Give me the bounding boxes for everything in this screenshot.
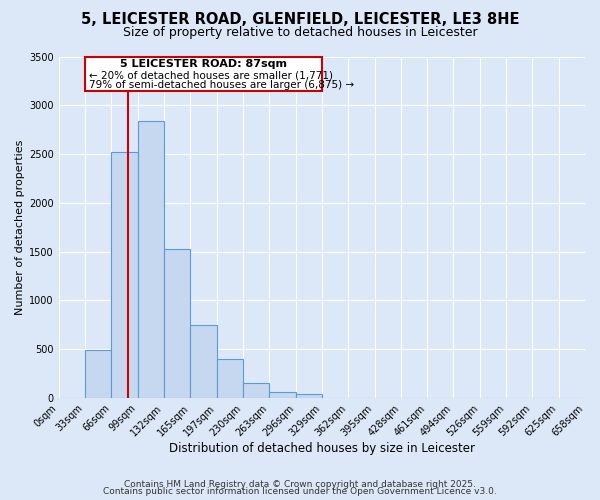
Text: 5, LEICESTER ROAD, GLENFIELD, LEICESTER, LE3 8HE: 5, LEICESTER ROAD, GLENFIELD, LEICESTER,… <box>81 12 519 28</box>
Bar <box>85 350 112 398</box>
Text: 79% of semi-detached houses are larger (6,875) →: 79% of semi-detached houses are larger (… <box>89 80 354 90</box>
Bar <box>112 152 138 398</box>
Bar <box>243 383 269 398</box>
Text: Size of property relative to detached houses in Leicester: Size of property relative to detached ho… <box>122 26 478 39</box>
Bar <box>190 325 217 398</box>
Bar <box>164 248 190 398</box>
Bar <box>85 56 322 90</box>
Text: 5 LEICESTER ROAD: 87sqm: 5 LEICESTER ROAD: 87sqm <box>120 59 287 69</box>
Bar <box>296 394 322 398</box>
Text: Contains HM Land Registry data © Crown copyright and database right 2025.: Contains HM Land Registry data © Crown c… <box>124 480 476 489</box>
Text: Contains public sector information licensed under the Open Government Licence v3: Contains public sector information licen… <box>103 488 497 496</box>
Text: ← 20% of detached houses are smaller (1,771): ← 20% of detached houses are smaller (1,… <box>89 70 333 81</box>
Bar <box>269 392 296 398</box>
Y-axis label: Number of detached properties: Number of detached properties <box>15 140 25 315</box>
Bar <box>138 121 164 398</box>
X-axis label: Distribution of detached houses by size in Leicester: Distribution of detached houses by size … <box>169 442 475 455</box>
Bar <box>217 359 243 398</box>
